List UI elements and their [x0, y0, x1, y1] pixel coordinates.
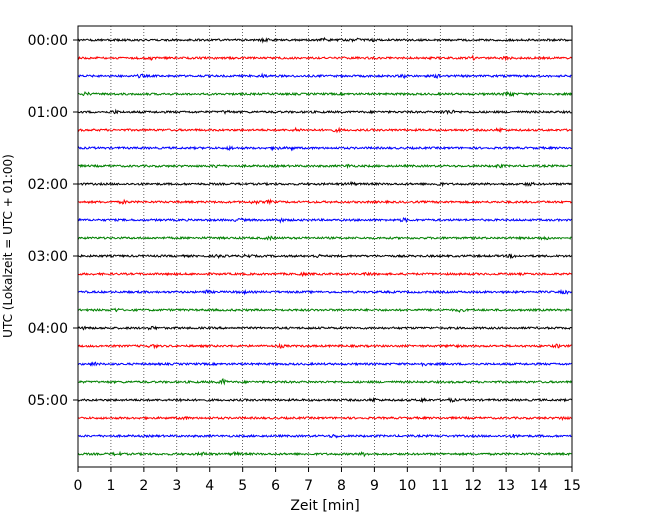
x-tick-label: 9 [370, 478, 379, 494]
x-tick-label: 6 [271, 478, 280, 494]
x-tick-label: 7 [304, 478, 313, 494]
seismic-trace [77, 144, 572, 152]
seismic-trace [77, 72, 572, 80]
x-tick-label: 5 [238, 478, 247, 494]
seismic-trace [77, 271, 572, 278]
seismic-trace [77, 325, 572, 331]
seismic-trace [77, 450, 572, 458]
seismic-trace [77, 126, 572, 134]
x-tick-label: 14 [530, 478, 548, 494]
x-tick-label: 10 [398, 478, 416, 494]
seismic-trace [77, 90, 572, 98]
x-tick-label: 15 [563, 478, 581, 494]
x-tick-label: 8 [337, 478, 346, 494]
y-tick-label: 05:00 [28, 393, 68, 409]
y-tick-label: 04:00 [28, 321, 68, 337]
seismic-trace [77, 36, 572, 44]
seismic-trace [77, 396, 572, 404]
seismic-trace [77, 377, 572, 386]
seismic-trace [77, 108, 572, 115]
y-tick-label: 03:00 [28, 249, 68, 265]
y-tick-label: 01:00 [28, 105, 68, 121]
y-tick-label: 02:00 [28, 177, 68, 193]
x-tick-label: 13 [497, 478, 515, 494]
y-axis: 00:00 01:00 02:00 03:00 04:00 05:00 [28, 33, 78, 409]
seismic-trace [77, 163, 572, 170]
trace-group [77, 36, 572, 458]
seismic-trace [77, 217, 572, 224]
seismic-trace [77, 288, 572, 296]
seismic-trace [77, 235, 572, 242]
seismic-trace [77, 253, 572, 260]
seismic-trace [77, 342, 572, 350]
x-tick-label: 11 [431, 478, 449, 494]
seismic-trace [77, 180, 572, 188]
x-tick-label: 1 [106, 478, 115, 494]
seismic-trace [77, 415, 572, 421]
seismic-trace [77, 54, 572, 62]
plot-frame [77, 25, 573, 468]
x-axis-label: Zeit [min] [290, 498, 359, 514]
x-tick-label: 3 [172, 478, 181, 494]
x-tick-label: 2 [139, 478, 148, 494]
x-axis: 0 1 2 3 4 5 6 7 8 9 10 11 12 13 14 15 [74, 467, 581, 494]
y-axis-label: UTC (Lokalzeit = UTC + 01:00) [1, 154, 15, 338]
x-tick-label: 12 [464, 478, 482, 494]
x-tick-label: 4 [205, 478, 214, 494]
seismic-trace [77, 307, 572, 313]
x-tick-label: 0 [74, 478, 83, 494]
seismic-trace [77, 361, 572, 368]
seismic-trace [77, 433, 572, 439]
seismic-trace [77, 198, 572, 206]
y-tick-label: 00:00 [28, 33, 68, 49]
